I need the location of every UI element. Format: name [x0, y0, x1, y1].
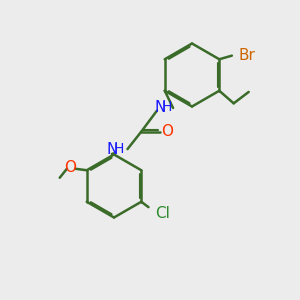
Text: O: O — [64, 160, 76, 175]
Text: Cl: Cl — [155, 206, 170, 221]
Text: H: H — [113, 142, 124, 156]
Text: Br: Br — [238, 47, 255, 63]
Text: O: O — [161, 124, 173, 140]
Text: N: N — [106, 142, 118, 157]
Text: N: N — [154, 100, 166, 115]
Text: H: H — [161, 100, 172, 114]
